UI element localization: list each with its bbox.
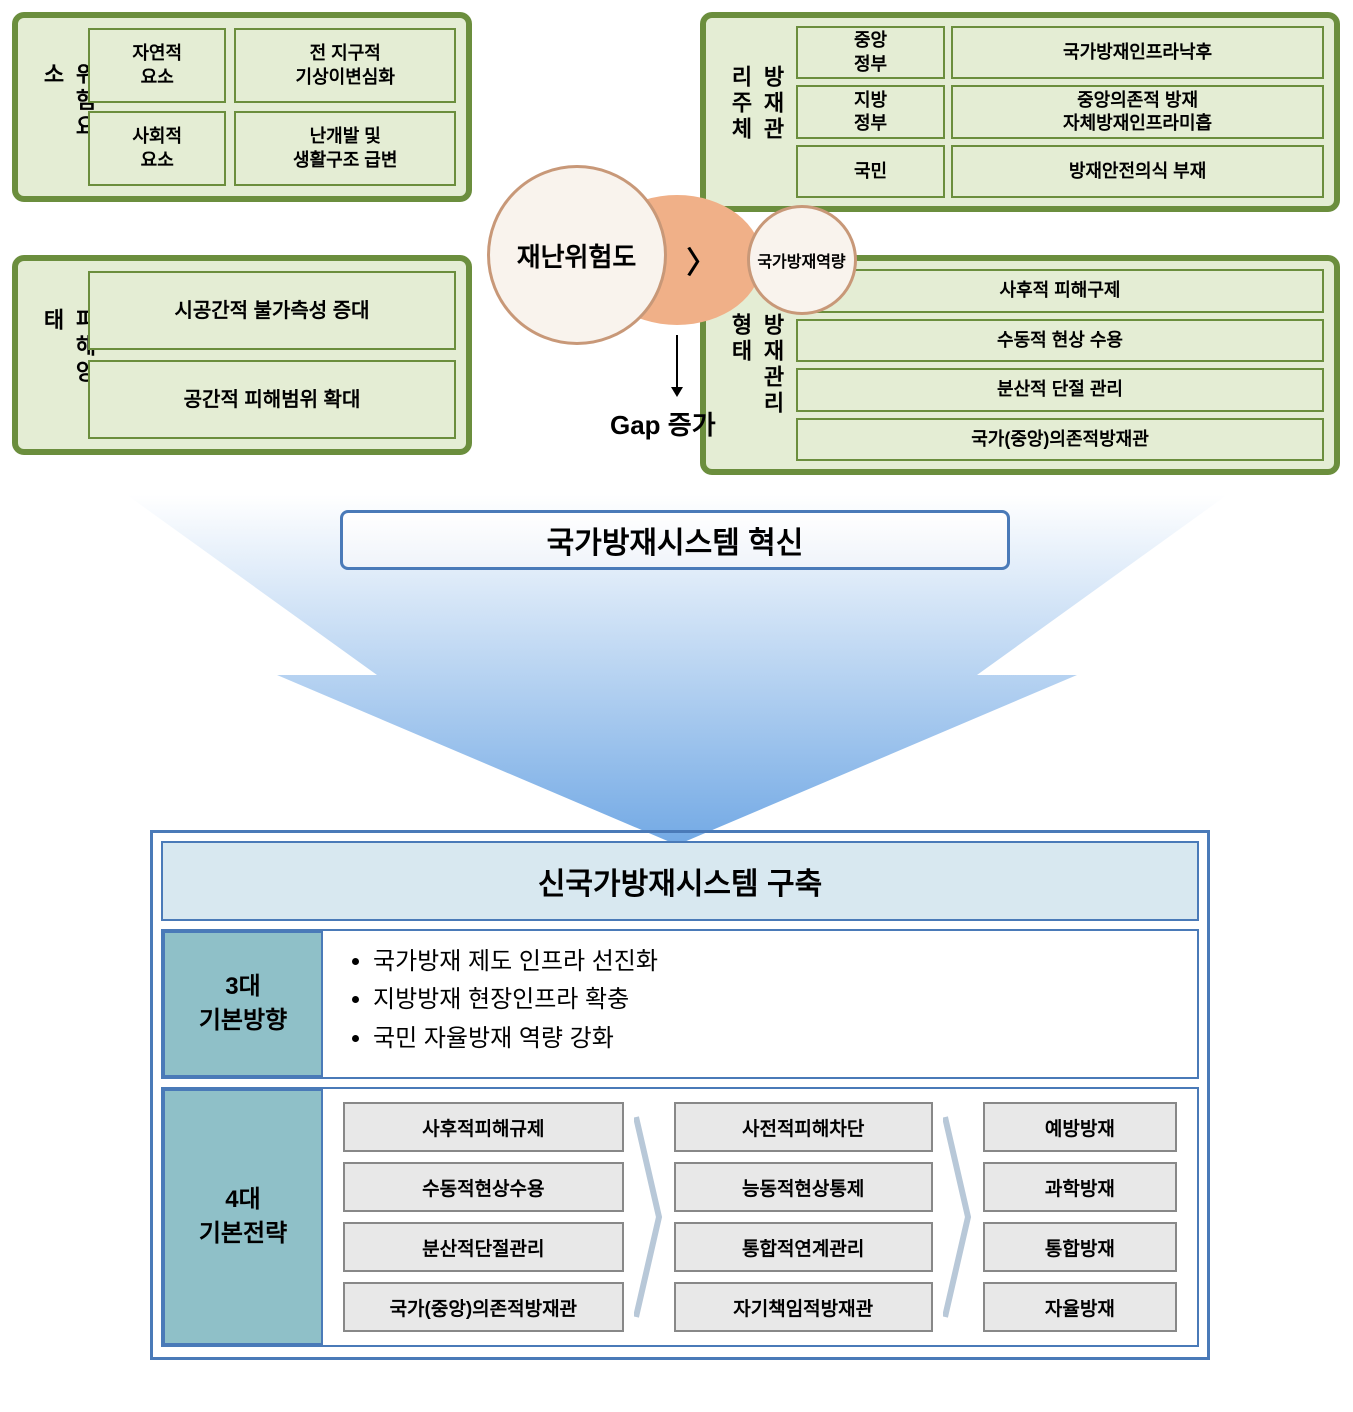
cell-dispersed: 분산적 단절 관리: [796, 368, 1324, 412]
strategy-cell: 통합적연계관리: [674, 1222, 933, 1272]
bullet-item: 지방방재 현장인프라 확충: [373, 981, 1177, 1019]
venn-diagram: 재난위험도 〉 국가방재역량: [477, 160, 877, 360]
strategy-cell: 자율방재: [983, 1282, 1177, 1332]
mid-banner: 국가방재시스템 혁신: [340, 510, 1010, 570]
venn-left-label: 재난위험도: [517, 237, 637, 274]
strategy-cell: 예방방재: [983, 1102, 1177, 1152]
panel-risk-factors: 위험요소 자연적요소 전 지구적기상이변심화 사회적요소 난개발 및생활구조 급…: [12, 12, 472, 202]
cell-infra-old: 국가방재인프라낙후: [951, 26, 1324, 79]
cell-awareness: 방재안전의식 부재: [951, 145, 1324, 198]
cell-dependent: 중앙의존적 방재자체방재인프라미흡: [951, 85, 1324, 138]
row-4strat: 4대기본전략 사후적피해규제수동적현상수용분산적단절관리국가(중앙)의존적방재관…: [161, 1087, 1199, 1347]
venn-gt-symbol: 〉: [687, 238, 717, 282]
gap-label: Gap 증가: [610, 405, 716, 442]
bullet-item: 국민 자율방재 역량 강화: [373, 1020, 1177, 1058]
bottom-title: 신국가방재시스템 구축: [161, 841, 1199, 921]
banner-text: 국가방재시스템 혁신: [547, 518, 804, 562]
venn-right-circle: 국가방재역량: [747, 205, 857, 315]
strategy-cell: 수동적현상수용: [343, 1162, 624, 1212]
cell-central-gov: 중앙정부: [796, 26, 945, 79]
venn-left-circle: 재난위험도: [487, 165, 667, 345]
arrow-down-icon: [676, 335, 678, 395]
row-content-3dir: 국가방재 제도 인프라 선진화지방방재 현장인프라 확충국민 자율방재 역량 강…: [323, 931, 1197, 1077]
cell-social: 사회적요소: [88, 111, 226, 186]
cell-unpredictable: 시공간적 불가측성 증대: [88, 271, 456, 350]
cell-local-gov: 지방정부: [796, 85, 945, 138]
chevron-icon: [943, 1117, 973, 1317]
cell-spatial: 공간적 피해범위 확대: [88, 360, 456, 439]
strategy-cell: 통합방재: [983, 1222, 1177, 1272]
panel-damage-pattern: 피해양태 시공간적 불가측성 증대 공간적 피해범위 확대: [12, 255, 472, 455]
row-3dir: 3대기본방향 국가방재 제도 인프라 선진화지방방재 현장인프라 확충국민 자율…: [161, 929, 1199, 1079]
row-label-4strat: 4대기본전략: [163, 1089, 323, 1345]
row-label-3dir: 3대기본방향: [163, 931, 323, 1077]
strategy-cell: 자기책임적방재관: [674, 1282, 933, 1332]
bottom-section: 신국가방재시스템 구축 3대기본방향 국가방재 제도 인프라 선진화지방방재 현…: [150, 830, 1210, 1360]
strategy-cell: 사후적피해규제: [343, 1102, 624, 1152]
cell-climate: 전 지구적기상이변심화: [234, 28, 456, 103]
strategy-cell: 국가(중앙)의존적방재관: [343, 1282, 624, 1332]
strategy-cell: 분산적단절관리: [343, 1222, 624, 1272]
strategy-cell: 과학방재: [983, 1162, 1177, 1212]
strategy-cell: 능동적현상통제: [674, 1162, 933, 1212]
cell-natural: 자연적요소: [88, 28, 226, 103]
bottom-title-text: 신국가방재시스템 구축: [538, 859, 822, 903]
cell-state-dep: 국가(중앙)의존적방재관: [796, 418, 1324, 462]
venn-right-label: 국가방재역량: [757, 248, 845, 272]
strategy-grid: 사후적피해규제수동적현상수용분산적단절관리국가(중앙)의존적방재관 사전적피해차…: [323, 1089, 1197, 1345]
panel-header-entity: 방재관리주체: [724, 65, 788, 159]
strategy-cell: 사전적피해차단: [674, 1102, 933, 1152]
chevron-icon: [634, 1117, 664, 1317]
cell-dev: 난개발 및생활구조 급변: [234, 111, 456, 186]
bullet-item: 국가방재 제도 인프라 선진화: [373, 943, 1177, 981]
